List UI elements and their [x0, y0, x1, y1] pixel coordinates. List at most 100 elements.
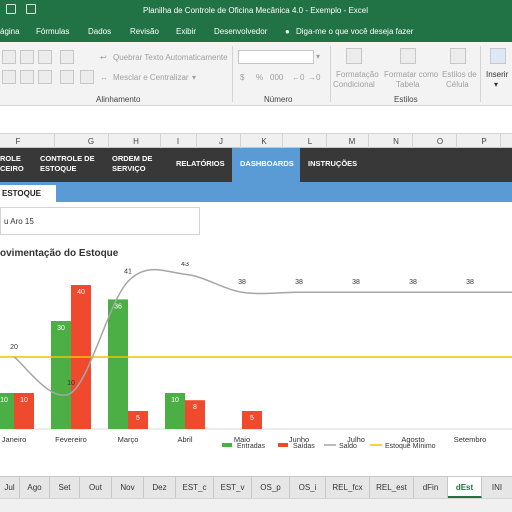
sheet-tab-os-p[interactable]: OS_p [252, 477, 290, 498]
number-format-select[interactable] [238, 50, 314, 64]
nav-label-line2: ESTOQUE [40, 164, 77, 173]
sheet-tab-rel-fcx[interactable]: REL_fcx [326, 477, 370, 498]
column-header-i[interactable]: I [176, 137, 180, 146]
data-label-saldo: 20 [10, 344, 18, 351]
bar-saidas [242, 411, 262, 429]
column-header-l[interactable]: L [307, 137, 313, 146]
dashboard-subnav: ESTOQUE [0, 182, 512, 202]
decrease-decimal-icon[interactable]: →0 [308, 73, 321, 82]
tell-me-search[interactable]: Diga-me o que você deseja fazer [296, 27, 414, 36]
align-center-icon[interactable] [20, 70, 34, 84]
divider [326, 134, 327, 148]
cell-styles-button-line2[interactable]: Célula [446, 80, 469, 89]
thousands-button[interactable]: 000 [270, 73, 284, 82]
wrap-text-icon[interactable]: ↩ [100, 53, 107, 62]
column-header-n[interactable]: N [393, 137, 399, 146]
bar-entradas [51, 321, 71, 429]
insert-dropdown-icon[interactable]: ▾ [494, 80, 499, 89]
nav-label-line1: ORDEM DE [112, 154, 153, 163]
align-middle-icon[interactable] [20, 50, 34, 64]
x-tick-label: Março [118, 435, 139, 444]
sheet-tab-rel-est[interactable]: REL_est [370, 477, 414, 498]
column-header-g[interactable]: G [87, 137, 95, 146]
cell-styles-button[interactable]: Estilos de [442, 70, 477, 79]
align-left-icon[interactable] [2, 70, 16, 84]
nav-dashboards[interactable]: DASHBOARDS [232, 148, 300, 182]
column-header-k[interactable]: K [261, 137, 267, 146]
nav-ordem-servico[interactable]: ORDEM DE SERVIÇO [112, 148, 168, 182]
orientation-icon[interactable] [60, 50, 74, 64]
column-header-m[interactable]: M [348, 137, 356, 146]
align-right-icon[interactable] [38, 70, 52, 84]
title-bar: Planilha de Controle de Oficina Mecânica… [0, 0, 512, 22]
menu-page-layout[interactable]: ágina [0, 27, 20, 36]
data-label-saldo: 41 [124, 268, 132, 275]
menu-developer[interactable]: Desenvolvedor [214, 27, 268, 36]
data-label-saidas: 5 [136, 415, 140, 422]
nav-relatorios[interactable]: RELATÓRIOS [176, 159, 225, 168]
conditional-format-button[interactable]: Formatação [336, 70, 379, 79]
outdent-icon[interactable] [80, 70, 94, 84]
x-tick-label: Abril [177, 435, 192, 444]
undo-icon[interactable] [26, 4, 36, 14]
nav-controle-estoque[interactable]: CONTROLE DE ESTOQUE [40, 148, 102, 182]
menu-review[interactable]: Revisão [130, 27, 159, 36]
divider [480, 46, 481, 102]
sheet-tab-ago[interactable]: Ago [20, 477, 50, 498]
percent-button[interactable]: % [256, 73, 264, 82]
save-icon[interactable] [6, 4, 16, 14]
nav-label-line1: CONTROLE DE [40, 154, 95, 163]
data-label-saldo: 38 [295, 279, 303, 286]
sheet-tab-est-v[interactable]: EST_v [214, 477, 252, 498]
nav-instrucoes[interactable]: INSTRUÇÕES [308, 159, 358, 168]
align-top-icon[interactable] [2, 50, 16, 64]
sheet-tab-nov[interactable]: Nov [112, 477, 144, 498]
sheet-tab-os-i[interactable]: OS_i [290, 477, 326, 498]
wrap-text-button[interactable]: Quebrar Texto Automaticamente [113, 53, 228, 62]
column-header-h[interactable]: H [133, 137, 139, 146]
menu-data[interactable]: Dados [88, 27, 112, 36]
column-header-j[interactable]: J [219, 137, 223, 146]
merge-center-icon[interactable]: ↔ [100, 73, 108, 82]
data-label-entradas: 10 [171, 397, 179, 404]
merge-dropdown-icon[interactable]: ▾ [192, 73, 197, 82]
sheet-tab-dfin[interactable]: dFin [414, 477, 448, 498]
indent-icon[interactable] [60, 70, 74, 84]
format-table-button[interactable]: Formatar como [384, 70, 439, 79]
alignment-group-label: Alinhamento [96, 95, 141, 104]
x-tick-label: Junho [289, 435, 309, 444]
sheet-tab-out[interactable]: Out [80, 477, 112, 498]
formula-area [0, 106, 512, 134]
cell-styles-icon[interactable] [450, 48, 466, 64]
divider [368, 134, 369, 148]
increase-decimal-icon[interactable]: ←0 [292, 73, 305, 82]
insert-cells-icon[interactable] [490, 48, 506, 64]
product-filter-box[interactable]: u Aro 15 [0, 207, 200, 235]
subtab-estoque[interactable]: ESTOQUE [0, 185, 56, 202]
conditional-format-icon[interactable] [346, 48, 362, 64]
sheet-tab-dez[interactable]: Dez [144, 477, 176, 498]
sheet-tab-jul[interactable]: Jul [0, 477, 20, 498]
align-bottom-icon[interactable] [38, 50, 52, 64]
currency-icon[interactable]: $ [240, 73, 245, 82]
format-table-button-line2[interactable]: Tabela [396, 80, 420, 89]
sheet-tab-dest[interactable]: dEst [448, 477, 482, 498]
column-header-o[interactable]: O [436, 137, 444, 146]
nav-controle-financeiro[interactable]: ROLE CEIRO [0, 148, 34, 182]
sheet-tab-est-c[interactable]: EST_c [176, 477, 214, 498]
merge-center-button[interactable]: Mesclar e Centralizar [113, 73, 189, 82]
conditional-format-button-line2[interactable]: Condicional [333, 80, 375, 89]
nav-label-line1: ROLE [0, 154, 21, 163]
sheet-tab-ini[interactable]: INI [491, 483, 503, 492]
number-group-label: Número [264, 95, 293, 104]
data-label-saidas: 10 [20, 397, 28, 404]
legend-swatch [278, 443, 288, 447]
insert-button[interactable]: Inserir [486, 70, 509, 79]
number-format-dropdown-icon[interactable]: ▾ [316, 52, 321, 61]
menu-formulas[interactable]: Fórmulas [36, 27, 70, 36]
column-header-p[interactable]: P [481, 137, 487, 146]
column-header-f[interactable]: F [15, 137, 21, 146]
sheet-tab-set[interactable]: Set [50, 477, 80, 498]
format-table-icon[interactable] [400, 48, 416, 64]
menu-view[interactable]: Exibir [176, 27, 197, 36]
